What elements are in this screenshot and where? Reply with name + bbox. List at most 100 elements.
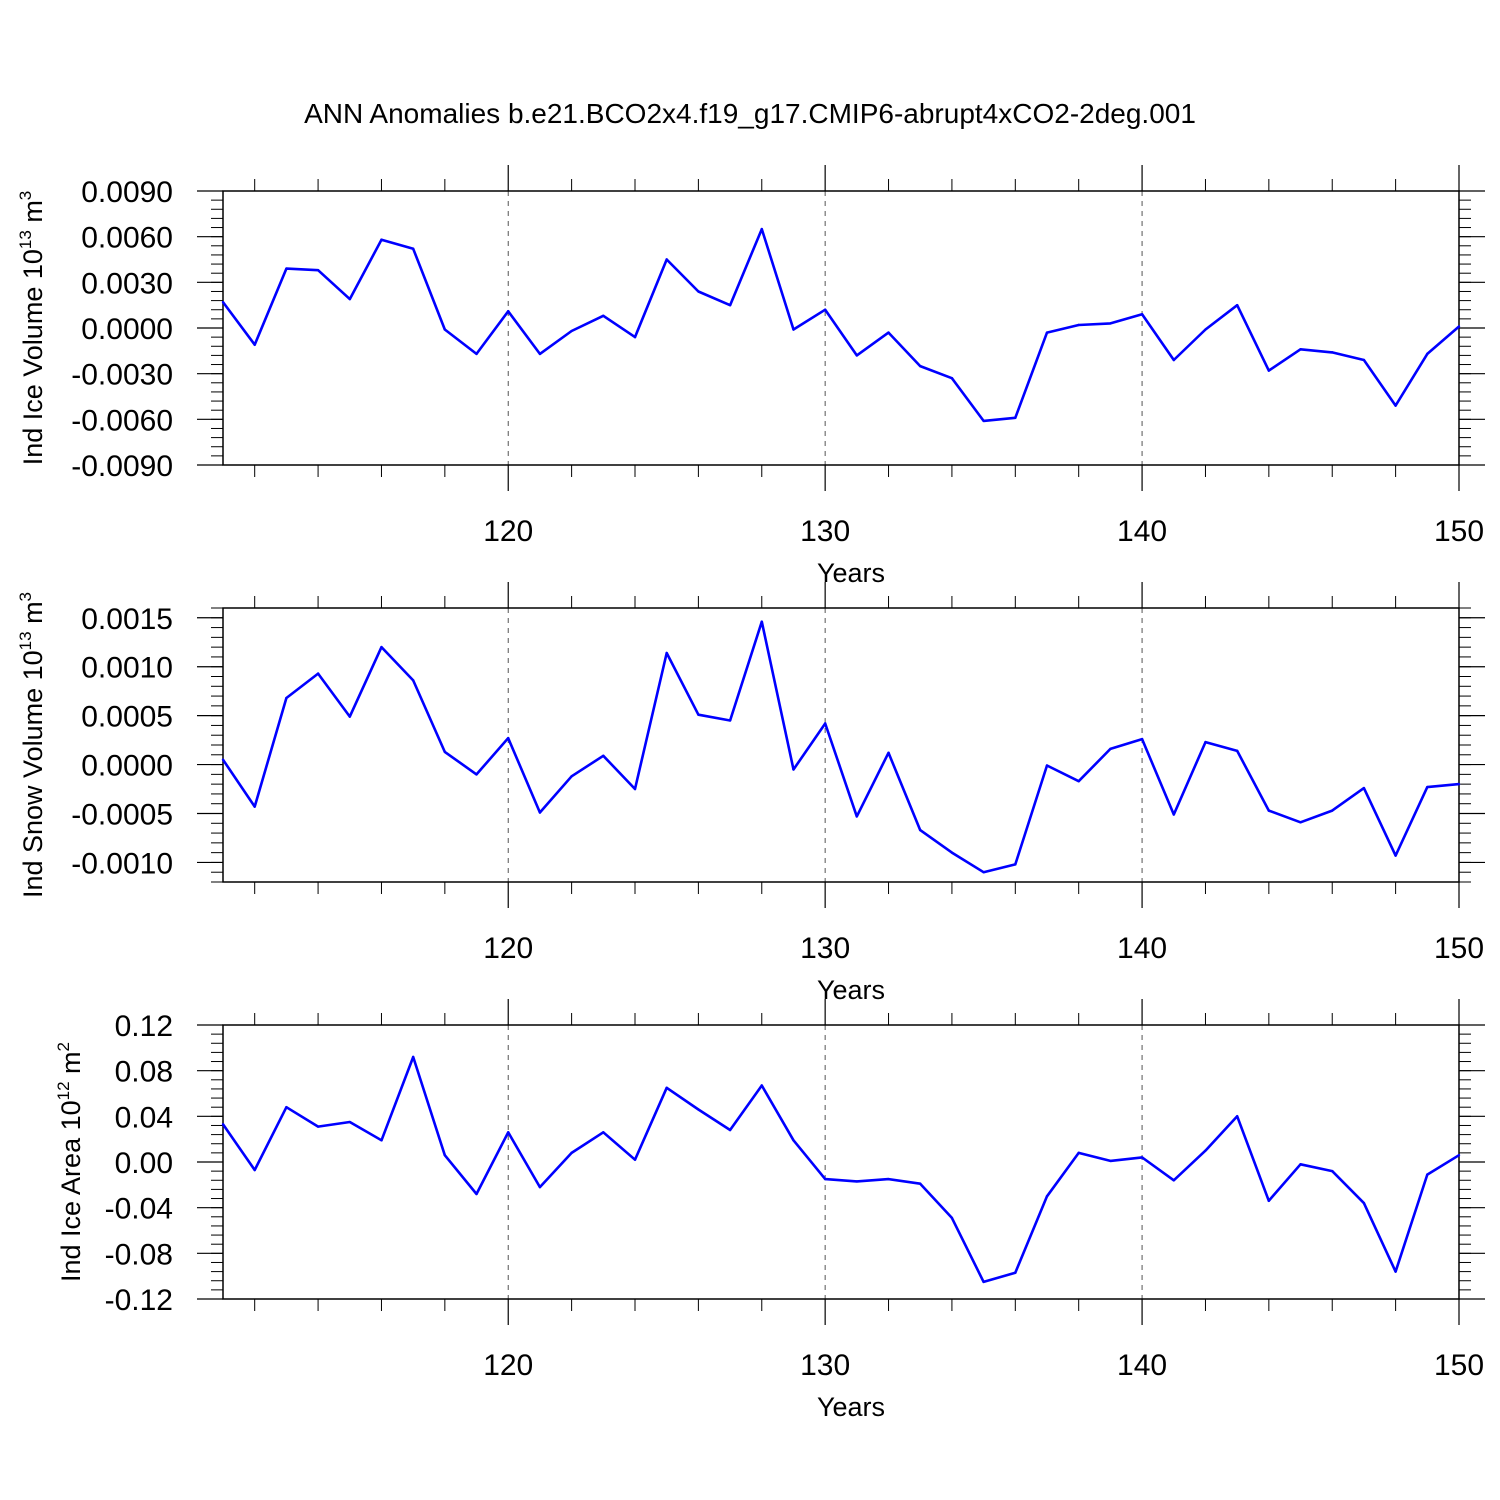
data-point-127 — [728, 719, 732, 722]
data-point-117 — [411, 1055, 415, 1059]
y-axis-unit-exp: 13 — [16, 631, 35, 650]
data-point-125 — [665, 1086, 668, 1089]
data-point-135 — [982, 419, 985, 423]
data-point-112 — [253, 1168, 256, 1172]
data-point-128 — [760, 1084, 763, 1087]
data-point-144 — [1267, 1199, 1271, 1203]
data-point-122 — [570, 329, 573, 333]
data-point-143 — [1235, 1115, 1239, 1118]
data-point-142 — [1204, 740, 1207, 744]
plot-frame — [222, 607, 1460, 883]
data-point-150 — [1457, 782, 1461, 786]
x-tick-label-140: 140 — [1117, 1349, 1167, 1382]
data-point-145 — [1299, 348, 1302, 351]
data-point-120 — [507, 310, 510, 313]
data-point-148 — [1394, 1270, 1397, 1273]
data-point-146 — [1331, 809, 1334, 812]
y-tick-label-0_0090: 0.0090 — [81, 176, 173, 209]
data-point-137 — [1045, 1195, 1049, 1198]
data-point-134 — [950, 851, 954, 854]
data-point-115 — [348, 715, 351, 718]
series-line — [221, 620, 1460, 874]
data-point-148 — [1394, 404, 1397, 407]
data-point-137 — [1045, 331, 1049, 334]
y-axis-unit-exp: 12 — [54, 1081, 73, 1100]
y-tick-label-0_04: 0.04 — [115, 1101, 173, 1134]
x-axis-label: Years — [817, 558, 885, 588]
data-point-120 — [507, 736, 510, 740]
y-tick-label-_0_12: -0.12 — [105, 1284, 173, 1317]
plot-frame — [222, 190, 1460, 466]
data-point-119 — [475, 352, 478, 356]
data-point-121 — [538, 1185, 542, 1189]
data-point-134 — [950, 377, 954, 380]
data-point-124 — [633, 1158, 637, 1161]
series-line — [221, 1055, 1460, 1284]
data-point-144 — [1267, 809, 1271, 812]
data-point-127 — [728, 303, 732, 307]
y-tick-label-0_08: 0.08 — [115, 1056, 173, 1089]
data-point-126 — [697, 713, 700, 716]
data-point-135 — [982, 871, 985, 874]
data-point-132 — [887, 331, 890, 334]
data-point-144 — [1267, 369, 1271, 372]
data-point-142 — [1204, 328, 1207, 331]
data-point-117 — [411, 679, 415, 682]
figure-title: ANN Anomalies b.e21.BCO2x4.f19_g17.CMIP6… — [304, 98, 1196, 129]
y-tick-label-0_12: 0.12 — [115, 1010, 173, 1043]
data-point-128 — [760, 227, 763, 231]
data-point-116 — [380, 1139, 383, 1142]
data-point-114 — [316, 672, 320, 675]
data-point-126 — [697, 1108, 700, 1111]
data-point-147 — [1362, 358, 1366, 362]
data-point-111 — [221, 758, 225, 761]
data-point-138 — [1077, 1151, 1080, 1155]
x-tick-label-150: 150 — [1434, 515, 1484, 548]
y-axis-unit-base: 10 — [18, 249, 48, 279]
data-point-120 — [507, 1131, 510, 1134]
data-point-117 — [411, 247, 415, 251]
y-tick-label-0_0060: 0.0060 — [81, 222, 173, 255]
y-axis-label: Ind Ice Volume 1013 m3 — [16, 191, 48, 466]
y-axis-label: Ind Ice Area 1012 m2 — [54, 1042, 86, 1282]
data-point-129 — [792, 328, 795, 331]
y-axis-label-name: Ind Snow Volume — [18, 680, 48, 898]
data-point-131 — [855, 815, 859, 818]
data-point-123 — [602, 314, 605, 318]
y-axis-label-name: Ind Ice Area — [56, 1130, 86, 1282]
data-point-111 — [221, 300, 225, 304]
data-point-141 — [1172, 813, 1175, 816]
data-point-134 — [950, 1216, 954, 1220]
data-point-121 — [538, 352, 542, 356]
y-tick-label-0_00: 0.00 — [115, 1147, 173, 1180]
y-tick-label-0_0000: 0.0000 — [81, 750, 173, 783]
data-point-125 — [665, 258, 668, 261]
y-tick-label-0_0030: 0.0030 — [81, 267, 173, 300]
data-point-147 — [1362, 1201, 1366, 1205]
data-point-140 — [1140, 1156, 1144, 1159]
x-tick-label-120: 120 — [483, 1349, 533, 1382]
x-tick-label-120: 120 — [483, 932, 533, 965]
y-axis-label-name: Ind Ice Volume — [18, 279, 48, 465]
data-point-116 — [380, 645, 383, 649]
y-axis-unit-base: 10 — [18, 650, 48, 680]
data-point-145 — [1299, 1163, 1302, 1166]
data-point-127 — [728, 1128, 732, 1132]
x-axis-label: Years — [817, 1392, 885, 1422]
y-tick-label-_0_04: -0.04 — [105, 1193, 173, 1226]
data-point-129 — [792, 1139, 795, 1142]
y-axis-unit-sym: m — [18, 200, 48, 230]
data-point-115 — [348, 1120, 351, 1124]
data-point-132 — [887, 1177, 890, 1181]
chart-panel-2: 120 130 140 150 Years 0.0015 0.0010 0.0005 0.000… — [16, 582, 1485, 1005]
data-point-130 — [823, 308, 827, 311]
data-point-113 — [285, 1106, 288, 1109]
data-point-118 — [443, 750, 447, 754]
data-point-125 — [665, 651, 668, 655]
y-axis-unit-sym-exp: 2 — [54, 1042, 73, 1051]
y-axis-unit-sym-exp: 3 — [16, 592, 35, 601]
data-point-133 — [919, 364, 922, 368]
data-point-137 — [1045, 764, 1049, 767]
data-point-122 — [570, 775, 573, 778]
